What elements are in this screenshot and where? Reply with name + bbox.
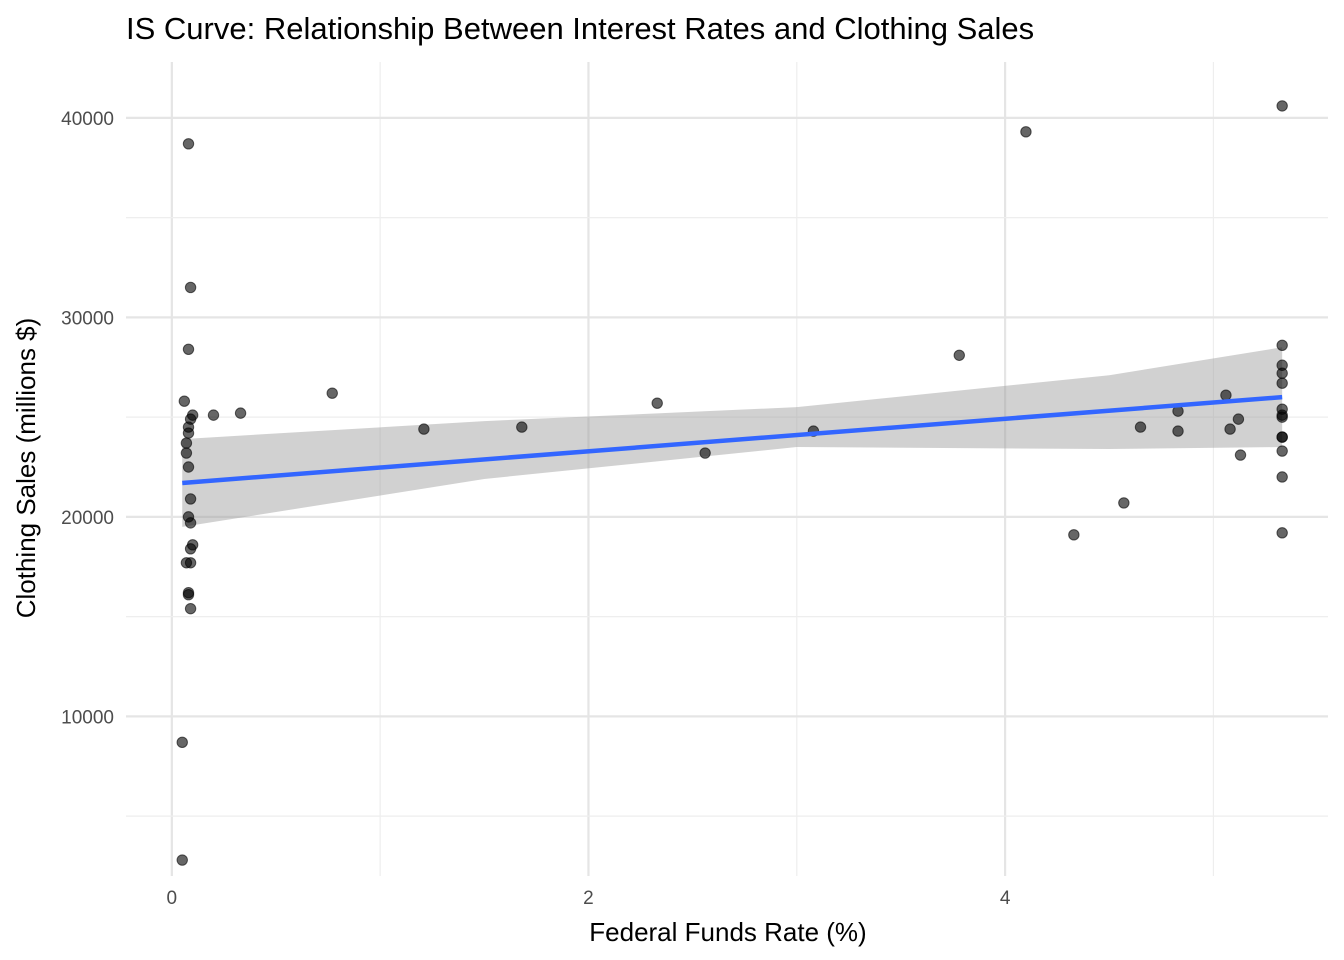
data-point: [176, 854, 188, 866]
data-point: [178, 395, 191, 407]
data-point: [182, 343, 195, 355]
data-point: [651, 397, 663, 409]
axis-ticks: 0 2 4 10000 20000 30000 40000: [61, 109, 1011, 909]
y-axis-title: Clothing Sales (millions $): [11, 318, 41, 619]
y-tick-label: 30000: [61, 308, 114, 329]
data-point: [182, 461, 195, 473]
y-tick-label: 40000: [61, 109, 114, 130]
data-point: [184, 281, 197, 294]
regression-line: [182, 394, 1283, 486]
data-point: [207, 409, 220, 421]
data-point: [1118, 497, 1130, 509]
data-point: [1276, 445, 1288, 457]
x-tick-label: 4: [1000, 888, 1011, 909]
x-tick-label: 2: [583, 888, 594, 909]
data-point: [326, 387, 338, 399]
data-point: [1234, 449, 1247, 461]
data-point: [234, 407, 247, 419]
x-tick-label: 0: [167, 888, 178, 909]
chart-title: IS Curve: Relationship Between Interest …: [126, 11, 1034, 46]
y-tick-label: 10000: [61, 707, 114, 728]
data-point: [182, 586, 195, 599]
confidence-band: [182, 347, 1283, 527]
data-point: [1276, 403, 1288, 415]
data-point: [1276, 377, 1288, 389]
data-point: [1134, 421, 1147, 433]
data-point: [180, 447, 193, 459]
data-point: [953, 349, 965, 361]
data-point: [1276, 339, 1288, 352]
data-point: [182, 138, 195, 150]
data-point: [184, 493, 197, 505]
data-point: [1276, 431, 1288, 443]
data-point: [1232, 413, 1245, 425]
plot-grid: [126, 62, 1328, 876]
data-point: [184, 602, 197, 615]
data-point: [1276, 359, 1288, 371]
data-point: [186, 539, 199, 551]
data-point: [516, 421, 528, 433]
data-point: [184, 557, 197, 569]
data-point: [180, 437, 193, 449]
data-point: [418, 423, 430, 435]
fit-line-layer: [182, 394, 1283, 486]
x-axis-title: Federal Funds Rate (%): [589, 917, 866, 947]
data-point: [182, 511, 195, 523]
data-point: [1224, 423, 1236, 435]
scatter-points: [176, 100, 1288, 866]
data-point: [1276, 471, 1288, 483]
data-point: [1276, 527, 1288, 539]
data-point: [1172, 425, 1184, 437]
data-point: [176, 736, 188, 749]
data-point: [1068, 529, 1080, 541]
y-tick-label: 20000: [61, 508, 114, 529]
data-point: [699, 447, 711, 459]
confidence-band-layer: [182, 347, 1283, 527]
data-point: [1020, 126, 1032, 138]
data-point: [1276, 100, 1288, 112]
data-point: [186, 409, 199, 421]
data-point: [1220, 389, 1232, 401]
